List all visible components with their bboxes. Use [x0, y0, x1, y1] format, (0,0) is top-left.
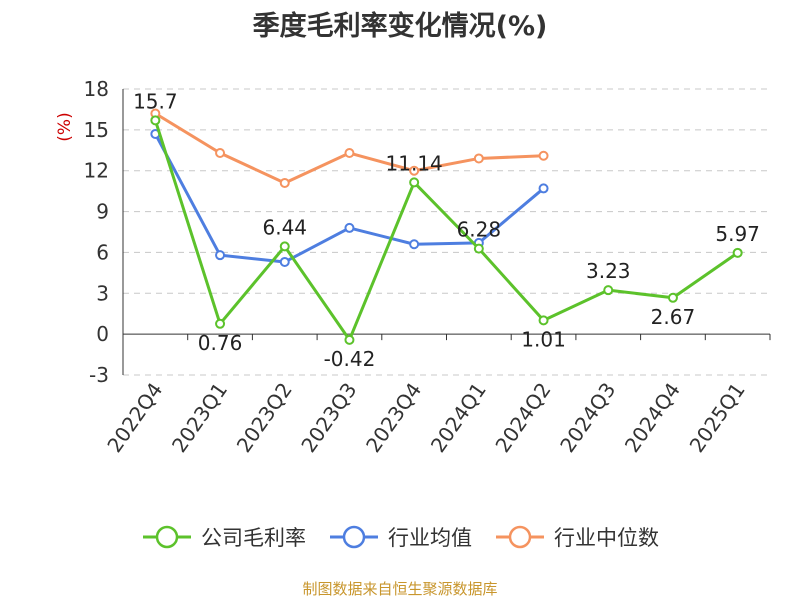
- series-layer: [150, 108, 743, 345]
- data-label: 5.97: [715, 222, 760, 246]
- y-tick-label: 3: [96, 281, 109, 305]
- data-point: [538, 315, 549, 326]
- data-point: [344, 334, 355, 345]
- data-point: [150, 115, 161, 126]
- legend-swatch-icon: [330, 525, 378, 549]
- data-point: [344, 222, 355, 233]
- series-line: [153, 119, 739, 342]
- x-tick-label: 2023Q1: [167, 378, 232, 457]
- data-label: 1.01: [521, 327, 566, 351]
- data-point: [409, 239, 420, 250]
- legend: 公司毛利率 行业均值 行业中位数: [0, 520, 800, 554]
- data-point: [344, 148, 355, 159]
- x-tick-label: 2023Q4: [361, 378, 426, 457]
- y-tick-label: 18: [84, 77, 109, 101]
- data-label: 6.44: [262, 215, 307, 239]
- data-point: [409, 165, 420, 176]
- y-tick-label: 0: [96, 322, 109, 346]
- chart-title: 季度毛利率变化情况(%): [252, 11, 548, 42]
- grid-layer: [123, 88, 770, 376]
- legend-label: 行业中位数: [554, 526, 659, 550]
- legend-swatch-icon: [496, 525, 544, 549]
- x-tick-label: 2022Q4: [102, 378, 167, 457]
- x-tick-label: 2024Q4: [620, 378, 685, 457]
- data-label-layer: 15.7 0.76 6.44 -0.42 11.14 6.28 1.01 3.23 2.67 5.…: [133, 89, 760, 371]
- data-label: 15.7: [133, 89, 178, 113]
- data-label: 0.76: [198, 331, 243, 355]
- source-note: 制图数据来自恒生聚源数据库: [302, 580, 498, 598]
- data-label: 6.28: [457, 218, 502, 242]
- x-tick-label: 2024Q1: [426, 378, 491, 457]
- data-point: [215, 318, 226, 329]
- data-point: [603, 285, 614, 296]
- data-point: [279, 256, 290, 267]
- x-tick-label: 2025Q1: [685, 378, 750, 457]
- data-point: [538, 150, 549, 161]
- data-label: -0.42: [324, 347, 376, 371]
- data-point: [409, 177, 420, 188]
- legend-item[interactable]: 行业中位数: [494, 522, 659, 552]
- data-point: [279, 177, 290, 188]
- data-label: 2.67: [651, 305, 696, 329]
- x-tick-label: 2024Q2: [490, 378, 555, 457]
- legend-label: 行业均值: [388, 526, 472, 550]
- x-tick-label: 2024Q3: [555, 378, 620, 457]
- data-point: [732, 247, 743, 258]
- y-tick-label: 9: [96, 200, 109, 224]
- data-point: [667, 292, 678, 303]
- data-label: 3.23: [586, 259, 631, 283]
- data-point: [279, 241, 290, 252]
- y-tick-label: 6: [96, 240, 109, 264]
- data-point: [473, 153, 484, 164]
- data-label: 11.14: [386, 151, 443, 175]
- data-point: [215, 148, 226, 159]
- x-tick-label: 2023Q3: [296, 378, 361, 457]
- data-point: [538, 183, 549, 194]
- x-tick-label: 2023Q2: [232, 378, 297, 457]
- y-tick-label: 12: [84, 159, 109, 183]
- legend-item[interactable]: 公司毛利率: [141, 522, 306, 552]
- legend-label: 公司毛利率: [201, 526, 306, 550]
- legend-item[interactable]: 行业均值: [328, 522, 472, 552]
- y-axis-unit-label: (%): [55, 112, 75, 141]
- y-tick-label: -3: [89, 363, 109, 387]
- y-tick-label: 15: [84, 118, 109, 142]
- data-point: [473, 243, 484, 254]
- legend-swatch-icon: [143, 525, 191, 549]
- data-point: [215, 250, 226, 261]
